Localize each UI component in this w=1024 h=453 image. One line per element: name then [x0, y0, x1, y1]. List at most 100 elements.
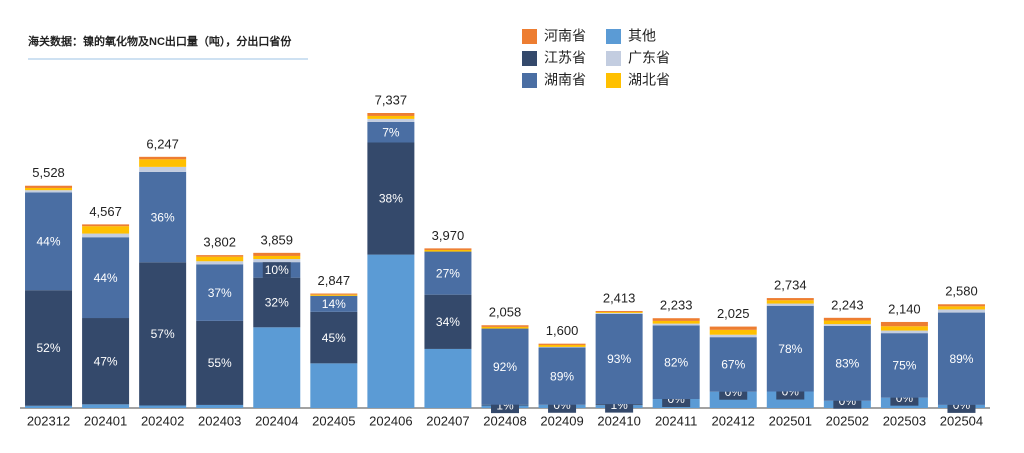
total-label: 3,802: [203, 235, 236, 250]
legend-label: 湖北省: [628, 72, 670, 88]
x-tick-label: 202402: [141, 413, 184, 428]
bar-segment: [367, 142, 415, 255]
bar-segment: [823, 317, 871, 321]
bar-segment: [139, 166, 187, 172]
total-label: 2,233: [660, 298, 693, 313]
bar-segment: [880, 333, 928, 398]
x-tick-label: 202412: [712, 413, 755, 428]
total-label: 5,528: [32, 165, 65, 180]
segment-label: 27%: [436, 266, 460, 280]
bar-segment: [823, 325, 871, 401]
segment-label: 83%: [835, 357, 859, 371]
segment-label: 93%: [607, 352, 631, 366]
total-label: 2,580: [945, 284, 978, 299]
segment-label: 34%: [436, 315, 460, 329]
bar-segment: [880, 326, 928, 331]
segment-label: 78%: [778, 342, 802, 356]
bar-segment: [196, 261, 244, 265]
bar-segment: [139, 405, 187, 408]
bar-segment: [310, 295, 358, 312]
total-label: 3,970: [432, 228, 465, 243]
bar-segment: [481, 326, 529, 329]
total-label: 7,337: [375, 92, 408, 107]
bar-segment: [82, 404, 130, 408]
bar-segment: [82, 224, 130, 227]
bar-segment: [652, 318, 700, 321]
bar-segment: [82, 233, 130, 238]
bar-segment: [595, 311, 643, 313]
segment-label: 82%: [664, 355, 688, 369]
segment-label: 10%: [265, 263, 289, 277]
x-tick-label: 202409: [540, 413, 583, 428]
segment-label: 89%: [949, 352, 973, 366]
bar-segment: [196, 320, 244, 405]
bar-segment: [25, 290, 73, 406]
x-tick-label: 202404: [255, 413, 298, 428]
x-tick-label: 202403: [198, 413, 241, 428]
bar-segment: [709, 337, 757, 392]
bar-segment: [880, 321, 928, 327]
bar-segment: [595, 313, 643, 405]
legend-swatch: [522, 29, 537, 44]
segment-label: 7%: [382, 125, 400, 139]
bar-segment: [424, 249, 472, 252]
x-tick-label: 202502: [826, 413, 869, 428]
bar-segment: [310, 293, 358, 295]
bar-segment: [367, 118, 415, 122]
bar-segment: [766, 305, 814, 392]
total-label: 1,600: [546, 323, 579, 338]
bar-segment: [709, 326, 757, 330]
total-label: 4,567: [89, 204, 122, 219]
legend-swatch: [606, 51, 621, 66]
bar-segment: [139, 262, 187, 406]
total-label: 2,413: [603, 290, 636, 305]
bar-segment: [481, 325, 529, 327]
x-tick-label: 202501: [769, 413, 812, 428]
bar-segment: [367, 254, 415, 408]
bar-segment: [253, 255, 301, 260]
legend-swatch: [606, 29, 621, 44]
x-tick-label: 202405: [312, 413, 355, 428]
bar-segment: [424, 348, 472, 408]
total-label: 2,140: [888, 301, 921, 316]
x-tick-label: 202312: [27, 413, 70, 428]
bar-segment: [652, 323, 700, 326]
segment-label: 75%: [892, 359, 916, 373]
bar-segment: [196, 404, 244, 408]
bar-segment: [766, 298, 814, 301]
total-label: 2,847: [318, 273, 351, 288]
segment-label: 32%: [265, 296, 289, 310]
bar-segment: [937, 306, 985, 310]
legend-swatch: [522, 51, 537, 66]
bar-segment: [139, 156, 187, 160]
bar-segment: [25, 185, 73, 188]
segment-label: 67%: [721, 358, 745, 372]
bar-segment: [82, 226, 130, 234]
bar-segment: [823, 320, 871, 325]
legend-swatch: [606, 73, 621, 88]
bar-segment: [709, 334, 757, 338]
segment-label: 38%: [379, 192, 403, 206]
segment-label: 45%: [322, 331, 346, 345]
bar-segment: [25, 192, 73, 291]
bar-segment: [937, 312, 985, 405]
x-tick-label: 202406: [369, 413, 412, 428]
segment-label: 92%: [493, 360, 517, 374]
bar-segment: [937, 304, 985, 307]
segment-label: 57%: [151, 327, 175, 341]
legend-label: 江苏省: [544, 50, 586, 66]
bar-segment: [595, 312, 643, 314]
segment-label: 14%: [322, 297, 346, 311]
bar-segment: [367, 115, 415, 119]
bar-segment: [424, 251, 472, 295]
x-tick-label: 202410: [597, 413, 640, 428]
x-tick-label: 202408: [483, 413, 526, 428]
bar-segment: [652, 325, 700, 400]
bar-segment: [424, 294, 472, 349]
bar-segment: [25, 190, 73, 193]
bar-segment: [25, 405, 73, 408]
bar-segment: [367, 121, 415, 143]
bar-segment: [823, 324, 871, 326]
segment-label: 89%: [550, 369, 574, 383]
